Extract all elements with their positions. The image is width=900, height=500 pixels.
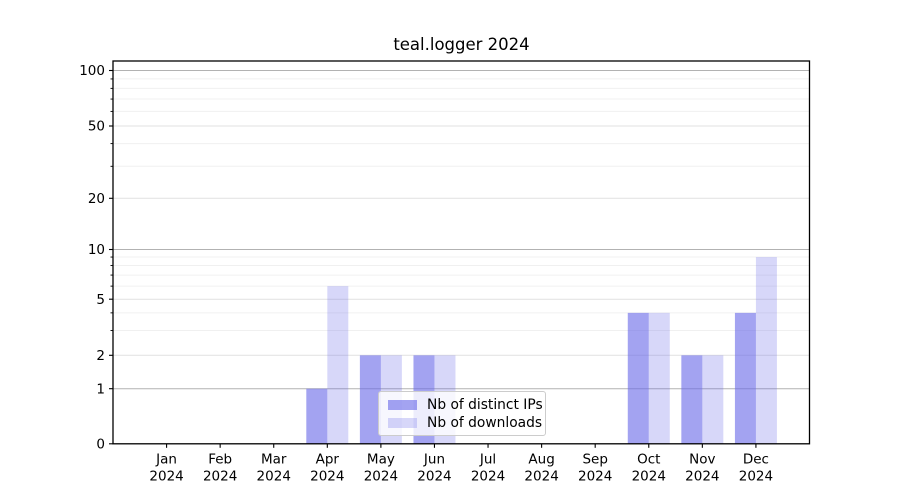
x-tick-label-month: Jun bbox=[423, 451, 445, 467]
bar-distinct-ips-apr bbox=[306, 388, 328, 444]
x-tick-label-month: Sep bbox=[582, 451, 607, 467]
x-tick-label-month: May bbox=[367, 451, 395, 467]
y-tick-label: 1 bbox=[96, 381, 105, 397]
legend-item-distinct-ips: Nb of distinct IPs bbox=[388, 397, 543, 413]
x-tick-label-year: 2024 bbox=[417, 468, 451, 484]
legend: Nb of distinct IPs Nb of downloads bbox=[378, 391, 546, 436]
bar-downloads-oct bbox=[648, 312, 670, 444]
x-tick-label-year: 2024 bbox=[257, 468, 291, 484]
y-tick-label: 0 bbox=[96, 437, 105, 453]
x-tick-label-month: Oct bbox=[637, 451, 660, 467]
legend-item-downloads: Nb of downloads bbox=[388, 415, 543, 431]
y-tick-label: 100 bbox=[79, 63, 105, 79]
x-tick-label-year: 2024 bbox=[203, 468, 237, 484]
x-tick-label-year: 2024 bbox=[632, 468, 666, 484]
bar-distinct-ips-nov bbox=[681, 355, 703, 444]
x-tick-label-year: 2024 bbox=[149, 468, 183, 484]
x-tick-label-year: 2024 bbox=[471, 468, 505, 484]
x-tick-label-year: 2024 bbox=[524, 468, 558, 484]
bar-distinct-ips-oct bbox=[627, 312, 649, 444]
x-tick-label-month: Feb bbox=[208, 451, 232, 467]
legend-swatch-downloads-icon bbox=[388, 417, 417, 429]
x-tick-label-year: 2024 bbox=[578, 468, 612, 484]
chart-title: teal.logger 2024 bbox=[393, 35, 530, 54]
y-tick-label: 50 bbox=[88, 119, 105, 135]
legend-swatch-distinct-ips-icon bbox=[388, 399, 417, 411]
bar-downloads-dec bbox=[755, 257, 777, 444]
x-tick-label-year: 2024 bbox=[310, 468, 344, 484]
y-tick-label: 5 bbox=[96, 292, 105, 308]
y-tick-label: 2 bbox=[96, 348, 105, 364]
bar-distinct-ips-may bbox=[359, 355, 381, 444]
x-tick-label-month: Jul bbox=[479, 451, 496, 467]
y-tick-label: 20 bbox=[88, 191, 105, 207]
x-tick-label-month: Aug bbox=[528, 451, 554, 467]
x-tick-label-year: 2024 bbox=[364, 468, 398, 484]
x-tick-label-month: Mar bbox=[261, 451, 287, 467]
bar-distinct-ips-dec bbox=[734, 312, 756, 444]
axes-frame bbox=[112, 60, 811, 445]
x-tick-label-month: Dec bbox=[743, 451, 769, 467]
legend-label-downloads: Nb of downloads bbox=[427, 415, 543, 431]
x-tick-label-month: Nov bbox=[689, 451, 715, 467]
legend-label-distinct-ips: Nb of distinct IPs bbox=[427, 397, 543, 413]
x-tick-label-month: Jan bbox=[155, 451, 177, 467]
x-tick-label-year: 2024 bbox=[685, 468, 719, 484]
y-tick-label: 10 bbox=[88, 242, 105, 258]
bar-downloads-apr bbox=[327, 286, 349, 444]
x-tick-label-month: Apr bbox=[316, 451, 340, 467]
bar-downloads-nov bbox=[702, 355, 724, 444]
x-tick-label-year: 2024 bbox=[739, 468, 773, 484]
